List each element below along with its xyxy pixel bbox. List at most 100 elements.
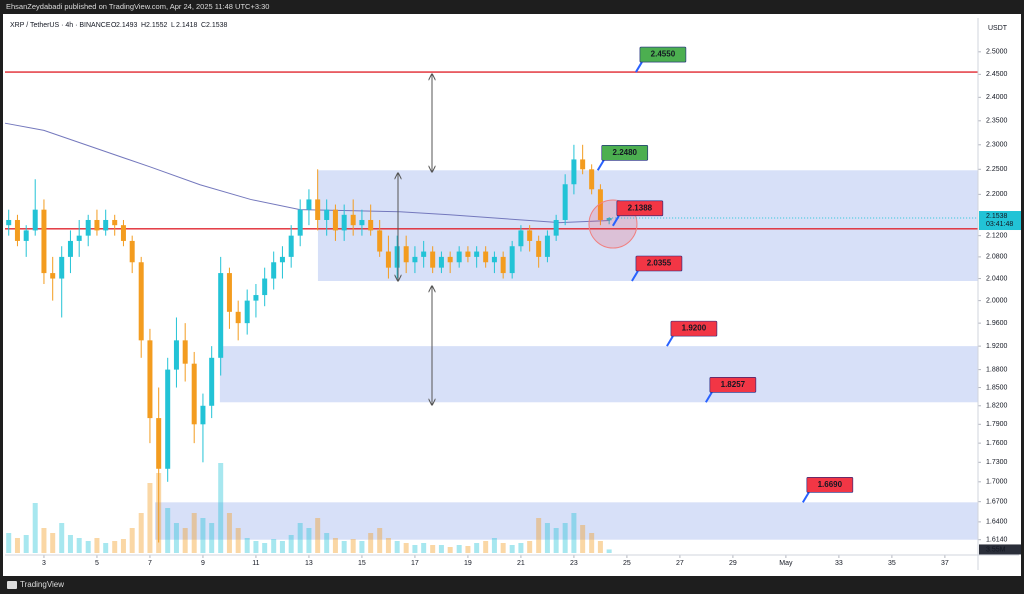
candle-body: [597, 189, 603, 220]
level-pointer: [801, 491, 810, 503]
candle-body: [456, 251, 462, 263]
y-tick-label: 2.4500: [986, 71, 1008, 78]
volume-bar: [271, 539, 277, 553]
volume-bar: [279, 541, 285, 553]
volume-bar: [456, 545, 462, 553]
level-label: 2.1388: [628, 203, 653, 212]
volume-bar: [129, 528, 135, 553]
volume-bar: [421, 543, 427, 553]
volume-bar: [332, 538, 338, 553]
overlay: O 2.1493 H 2.1552 L 2.1418 C 2.15382.45502.2480…: [42, 14, 1021, 576]
volume-bar: [226, 513, 232, 553]
candle-body: [191, 363, 197, 425]
volume-bar: [536, 518, 542, 553]
candle-body: [421, 251, 427, 257]
volume-bar: [368, 533, 374, 553]
candle-body: [341, 214, 347, 231]
candle-body: [50, 273, 56, 279]
y-tick-label: 1.6700: [986, 499, 1008, 506]
volume-bar: [244, 538, 250, 553]
x-tick-label: 33: [835, 560, 843, 567]
candle-body: [412, 256, 418, 263]
volume-bar: [59, 523, 65, 553]
y-tick-label: 2.2500: [986, 166, 1008, 173]
candle-body: [279, 256, 285, 263]
volume-bar: [403, 543, 409, 553]
candle-body: [544, 235, 550, 257]
volume-bar: [297, 523, 303, 553]
volume-bar: [23, 535, 29, 553]
volume-bar: [112, 541, 118, 553]
volume-bar: [32, 503, 38, 553]
candle-body: [244, 300, 250, 324]
volume-bar: [324, 533, 330, 553]
candle-body: [85, 219, 91, 236]
candle-body: [536, 240, 542, 257]
level-label: 1.9200: [682, 324, 707, 333]
candle-body: [324, 209, 330, 220]
volume-bar: [41, 528, 47, 553]
volume-bar: [191, 513, 197, 553]
candle-body: [59, 256, 65, 279]
candle-body: [509, 246, 515, 274]
volume-bar: [465, 546, 471, 553]
candle-body: [377, 230, 383, 252]
symbol: XRP / TetherUS · 4h · BINANCE: [10, 22, 111, 29]
y-tick-label: 1.8500: [986, 384, 1008, 391]
y-tick-label: 2.1200: [986, 232, 1008, 239]
x-tick-label: 9: [201, 560, 205, 567]
x-tick-label: 21: [517, 560, 525, 567]
level-label-box: [635, 255, 683, 272]
level-label-box: [670, 320, 718, 337]
candle-body: [209, 357, 215, 406]
y-tick-label: 1.6400: [986, 519, 1008, 526]
candle-body: [368, 219, 374, 231]
level-label: 2.4550: [651, 50, 676, 59]
volume-bar: [509, 545, 515, 553]
volume-bar: [412, 545, 418, 553]
volume-bar: [173, 523, 179, 553]
volume-bar: [341, 541, 347, 553]
volume-bar: [606, 549, 612, 553]
volume-bar: [165, 508, 171, 553]
x-tick-label: 35: [888, 560, 896, 567]
level-pointer: [612, 215, 620, 227]
candle-body: [14, 219, 20, 241]
level-pointer: [631, 270, 639, 282]
candle-body: [332, 209, 338, 231]
volume-bar: [253, 541, 259, 553]
plot: [4, 71, 979, 553]
volume-bar: [76, 538, 82, 553]
x-tick-label: 25: [623, 560, 631, 567]
x-tick-label: 37: [941, 560, 949, 567]
x-tick-label: 27: [676, 560, 684, 567]
y-tick-label: 1.9200: [986, 343, 1008, 350]
x-tick-label: 7: [148, 560, 152, 567]
volume-last-label: 3.55M: [986, 546, 1006, 553]
candle-body: [67, 240, 73, 257]
ohlc-name: H: [141, 22, 146, 29]
volume-bar: [359, 541, 365, 553]
x-tick-label: 13: [305, 560, 313, 567]
candle-body: [483, 251, 489, 263]
level-label: 2.2480: [613, 148, 638, 157]
y-tick-label: 1.7300: [986, 459, 1008, 466]
y-tick-label: 2.3500: [986, 118, 1008, 125]
candle-body: [500, 256, 506, 274]
candle-body: [112, 219, 118, 226]
candle-body: [94, 219, 100, 231]
author-line: EhsanZeydabadi published on TradingView.…: [6, 2, 270, 11]
volume-bar: [147, 483, 153, 553]
volume-bar: [562, 523, 568, 553]
volume-bar: [571, 513, 577, 553]
candle-body: [571, 159, 577, 185]
volume-bar: [438, 545, 444, 553]
candle-body: [129, 240, 135, 263]
volume-bar: [14, 538, 20, 553]
volume-bar: [67, 535, 73, 553]
x-tick-label: 3: [42, 560, 46, 567]
price-axis-bg: [978, 14, 1021, 576]
volume-bar: [6, 533, 12, 553]
volume-bar: [500, 543, 506, 553]
volume-bar: [209, 523, 215, 553]
